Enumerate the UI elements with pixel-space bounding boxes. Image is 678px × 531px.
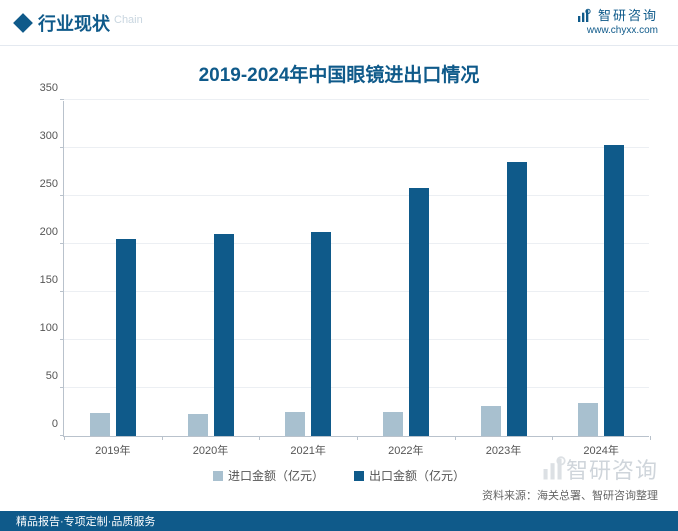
x-axis-label: 2021年 xyxy=(268,442,348,458)
y-axis-label: 50 xyxy=(46,370,58,382)
x-tick xyxy=(552,436,553,440)
grid-line xyxy=(64,99,649,100)
diamond-icon xyxy=(13,13,33,33)
x-tick xyxy=(455,436,456,440)
bar xyxy=(481,406,501,436)
grid-line xyxy=(64,291,649,292)
grid-line xyxy=(64,243,649,244)
y-tick xyxy=(60,243,64,244)
footer: 精品报告·专项定制·品质服务 xyxy=(0,511,678,531)
legend-swatch-icon xyxy=(354,471,364,481)
watermark-text: 智研咨询 xyxy=(566,453,658,485)
y-tick xyxy=(60,99,64,100)
watermark-logo-icon xyxy=(540,455,568,483)
header-right: 智研咨询 www.chyxx.com xyxy=(576,8,658,38)
grid-line xyxy=(64,195,649,196)
brand-logo-icon xyxy=(576,8,592,24)
grid-line xyxy=(64,339,649,340)
bar xyxy=(311,232,331,436)
legend-label: 进口金额（亿元） xyxy=(228,467,324,484)
chart-title: 2019-2024年中国眼镜进出口情况 xyxy=(0,46,678,95)
y-axis-label: 350 xyxy=(40,82,58,94)
y-tick xyxy=(60,387,64,388)
y-axis-label: 150 xyxy=(40,274,58,286)
y-tick xyxy=(60,339,64,340)
x-axis-label: 2019年 xyxy=(73,442,153,458)
header: 行业现状 Chain 智研咨询 www.chyxx.com xyxy=(0,0,678,46)
legend-swatch-icon xyxy=(213,471,223,481)
bar-group: 2020年 xyxy=(185,234,237,436)
y-axis-label: 100 xyxy=(40,322,58,334)
section-sub-label: Chain xyxy=(114,14,143,26)
bar-group: 2024年 xyxy=(575,145,627,436)
x-tick xyxy=(357,436,358,440)
y-axis-label: 250 xyxy=(40,178,58,190)
grid-line xyxy=(64,387,649,388)
bar xyxy=(116,239,136,436)
y-axis-label: 0 xyxy=(52,418,58,430)
section-title-text: 行业现状 xyxy=(38,14,110,34)
y-axis-label: 200 xyxy=(40,226,58,238)
plot-area: 0501001502002503003502019年2020年2021年2022… xyxy=(63,101,649,437)
y-tick xyxy=(60,147,64,148)
legend-label: 出口金额（亿元） xyxy=(369,467,465,484)
bar xyxy=(214,234,234,436)
bar-group: 2023年 xyxy=(478,162,530,436)
source-text: 资料来源：海关总署、智研咨询整理 xyxy=(482,487,658,503)
x-axis-label: 2023年 xyxy=(464,442,544,458)
brand-url: www.chyxx.com xyxy=(576,24,658,37)
x-axis-label: 2022年 xyxy=(366,442,446,458)
bar xyxy=(409,188,429,436)
y-tick xyxy=(60,291,64,292)
bar xyxy=(188,414,208,436)
y-axis-label: 300 xyxy=(40,130,58,142)
x-tick xyxy=(259,436,260,440)
footer-text: 精品报告·专项定制·品质服务 xyxy=(16,513,155,529)
bar xyxy=(578,403,598,436)
bar xyxy=(90,413,110,436)
brand-row: 智研咨询 xyxy=(576,8,658,25)
x-axis-label: 2020年 xyxy=(171,442,251,458)
bar xyxy=(507,162,527,436)
grid-line xyxy=(64,147,649,148)
header-left: 行业现状 Chain xyxy=(16,10,143,36)
brand-name: 智研咨询 xyxy=(598,8,658,25)
bar-group: 2021年 xyxy=(282,232,334,436)
bar xyxy=(604,145,624,436)
legend-item: 出口金额（亿元） xyxy=(354,467,465,484)
bar xyxy=(285,412,305,436)
bar-group: 2022年 xyxy=(380,188,432,436)
x-tick xyxy=(162,436,163,440)
section-title: 行业现状 Chain xyxy=(38,10,143,36)
x-tick xyxy=(64,436,65,440)
legend-item: 进口金额（亿元） xyxy=(213,467,324,484)
bar-group: 2019年 xyxy=(87,239,139,436)
y-tick xyxy=(60,195,64,196)
bar xyxy=(383,412,403,436)
x-tick xyxy=(650,436,651,440)
chart-area: 0501001502002503003502019年2020年2021年2022… xyxy=(19,95,659,465)
